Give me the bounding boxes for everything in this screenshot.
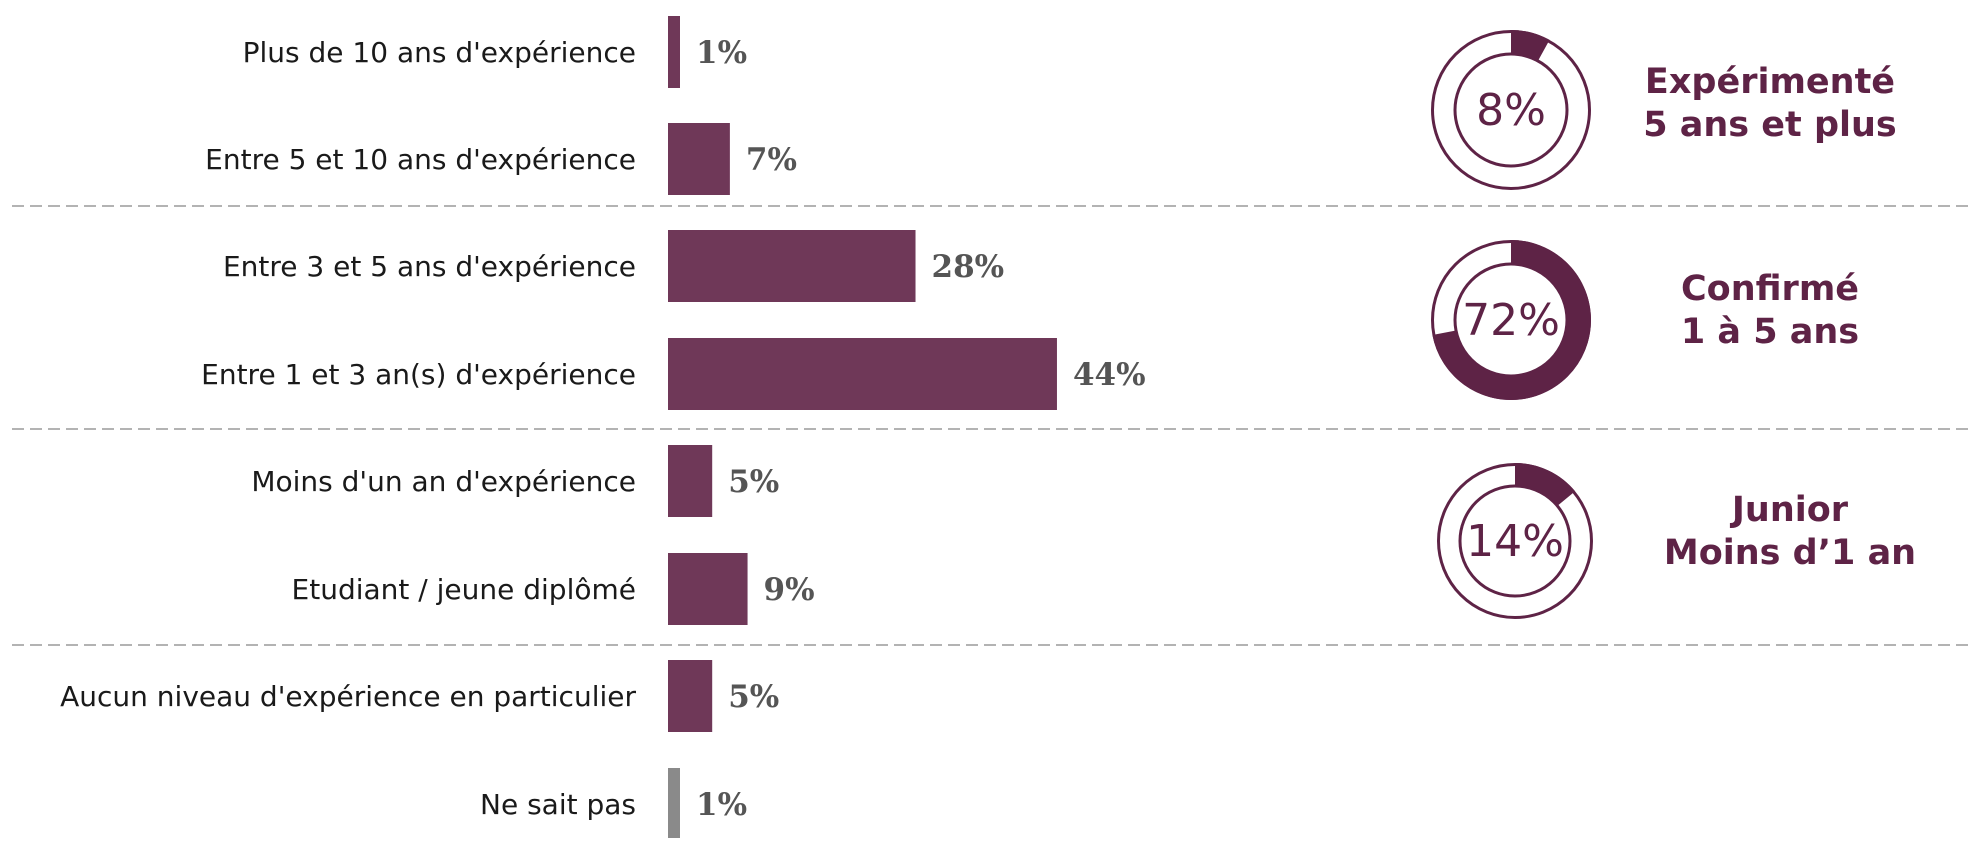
- donut-arc: [1432, 240, 1591, 400]
- value-label: 5%: [728, 679, 779, 715]
- group-title-line: 1 à 5 ans: [1681, 312, 1859, 352]
- value-label: 7%: [746, 142, 797, 178]
- bar: [668, 553, 748, 625]
- bar: [668, 16, 680, 88]
- value-label: 1%: [696, 35, 747, 71]
- category-label: Plus de 10 ans d'expérience: [243, 36, 636, 69]
- bar: [668, 660, 713, 732]
- category-label: Entre 3 et 5 ans d'expérience: [223, 250, 636, 283]
- bar: [668, 123, 730, 195]
- bar: [668, 338, 1057, 410]
- category-label: Entre 1 et 3 an(s) d'expérience: [201, 358, 636, 391]
- group-title-line: Junior: [1730, 490, 1849, 530]
- value-label: 1%: [696, 787, 747, 823]
- donut-arc: [1514, 463, 1576, 506]
- donut-inner-ring: [1458, 484, 1572, 598]
- group-title-line: Moins d’1 an: [1664, 533, 1916, 573]
- donut-value-label: 14%: [1466, 516, 1564, 567]
- category-label: Ne sait pas: [480, 788, 636, 821]
- group-title-line: Confirmé: [1681, 269, 1859, 309]
- category-label: Entre 5 et 10 ans d'expérience: [205, 143, 636, 176]
- donut-value-label: 8%: [1476, 85, 1546, 136]
- bar: [668, 445, 713, 517]
- category-label: Etudiant / jeune diplômé: [292, 573, 636, 606]
- value-label: 44%: [1073, 357, 1146, 393]
- value-label: 28%: [932, 249, 1005, 285]
- donut-value-label: 72%: [1462, 295, 1560, 346]
- group-title-line: 5 ans et plus: [1643, 105, 1897, 145]
- category-label: Moins d'un an d'expérience: [251, 465, 636, 498]
- donut-arc: [1510, 30, 1550, 62]
- group-title-line: Expérimenté: [1645, 62, 1895, 102]
- value-label: 9%: [764, 572, 815, 608]
- bar: [668, 768, 680, 840]
- value-label: 5%: [728, 464, 779, 500]
- bar: [668, 230, 916, 302]
- category-label: Aucun niveau d'expérience en particulier: [60, 680, 636, 713]
